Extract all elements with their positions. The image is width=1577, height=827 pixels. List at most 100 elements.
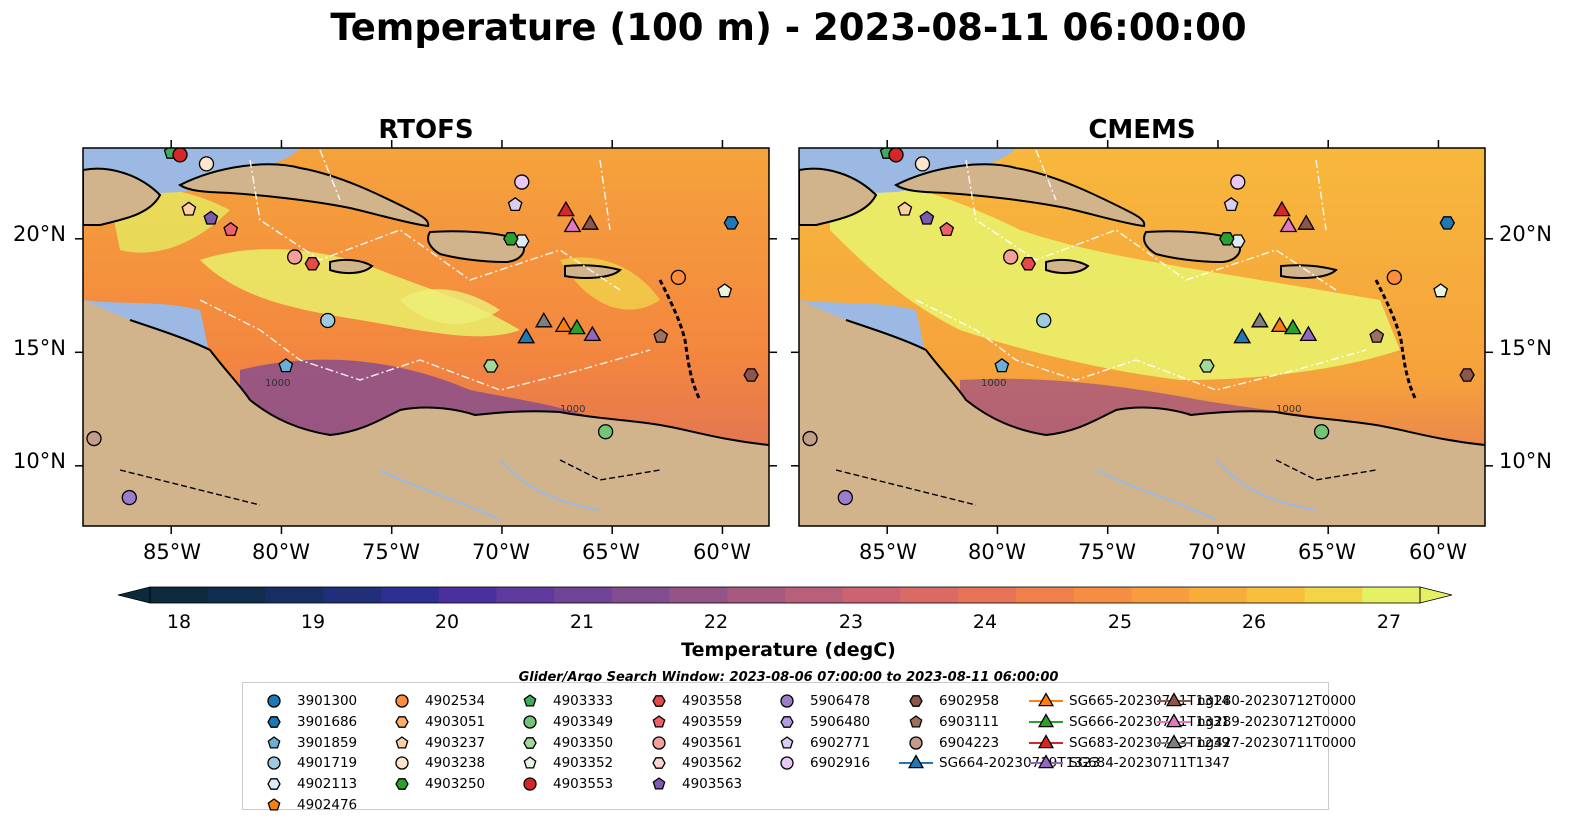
observation-marker xyxy=(320,312,336,329)
legend-marker-icon xyxy=(780,715,794,728)
observation-marker xyxy=(517,327,536,344)
rtofs-frame xyxy=(82,147,770,527)
legend-marker-icon xyxy=(1157,733,1191,748)
legend-marker-icon xyxy=(1157,692,1191,707)
legend-label: 4903349 xyxy=(553,713,614,730)
observation-marker xyxy=(743,368,759,382)
country-borders xyxy=(119,459,661,506)
eez-boundaries xyxy=(199,149,651,391)
observation-marker xyxy=(1230,174,1246,190)
colorbar-segment xyxy=(611,587,671,603)
observation-marker xyxy=(717,283,733,298)
observation-marker xyxy=(181,201,197,216)
observation-marker xyxy=(503,232,519,246)
lesser-antilles-chain xyxy=(658,279,702,401)
land-cuba xyxy=(894,163,1146,228)
colorbar-label: Temperature (degC) xyxy=(681,639,896,661)
observation-marker xyxy=(1233,327,1252,344)
observation-marker xyxy=(897,201,913,216)
colorbar-tick-label: 27 xyxy=(1376,611,1402,633)
observation-marker xyxy=(1020,257,1037,271)
colorbar-segment xyxy=(1362,587,1421,603)
observation-marker xyxy=(723,216,740,230)
legend-marker-icon xyxy=(909,695,923,707)
colorbar-segment xyxy=(669,587,728,603)
observation-marker xyxy=(514,174,530,190)
land-yucatan xyxy=(799,167,878,226)
legend-label: 4902476 xyxy=(297,797,358,813)
colorbar-segment xyxy=(1304,587,1363,603)
legend-label: SG665-20230711T1314 xyxy=(1069,693,1230,709)
observation-marker xyxy=(837,489,853,506)
lon-tick-label: 80°W xyxy=(968,540,1026,564)
colorbar-segment xyxy=(1189,587,1248,603)
legend-label: 4903237 xyxy=(425,734,486,751)
axis-tickmarks xyxy=(75,140,1493,534)
warm-water-patch xyxy=(400,289,500,324)
legend-label: 4903051 xyxy=(425,713,486,730)
contour-label: 1000 xyxy=(560,404,585,415)
legend-label: 6904223 xyxy=(939,734,1000,751)
legend-marker-icon xyxy=(523,694,537,707)
observation-marker xyxy=(994,358,1010,373)
colorbar-max-extension xyxy=(1419,586,1453,604)
legend-label: SG666-20230711T1331 xyxy=(1069,713,1230,730)
legend-marker-icon xyxy=(780,694,794,708)
legend-marker-icon xyxy=(267,715,281,728)
lon-tick-label: 65°W xyxy=(1298,540,1356,564)
observation-marker xyxy=(653,328,669,343)
figure-title: Temperature (100 m) - 2023-08-11 06:00:0… xyxy=(330,6,1247,49)
legend-label: 4903561 xyxy=(682,734,743,751)
colorbar-segment xyxy=(496,587,555,603)
observation-marker xyxy=(1283,318,1302,335)
legend-marker-icon xyxy=(1029,754,1063,769)
colorbar-tick-label: 21 xyxy=(569,611,595,633)
cmems-map: 1000 1000 xyxy=(799,148,1485,526)
eez-boundaries xyxy=(915,149,1367,391)
observation-marker xyxy=(556,200,575,217)
colorbar-tick-label: 25 xyxy=(1107,611,1133,633)
observation-marker xyxy=(514,234,530,248)
observation-marker xyxy=(278,358,294,373)
legend-label: 4903559 xyxy=(682,713,743,730)
colorbar-tick-label: 20 xyxy=(434,611,460,633)
legend-marker-icon xyxy=(523,736,537,749)
observation-markers xyxy=(86,148,759,506)
colorbar-segment xyxy=(265,587,324,603)
colorbar-segment xyxy=(554,587,613,603)
lat-tick-label: 10°N xyxy=(1499,449,1552,473)
observation-marker xyxy=(483,359,499,373)
search-window-caption: Glider/Argo Search Window: 2023-08-06 07… xyxy=(518,670,1059,685)
lon-tick-label: 75°W xyxy=(1078,540,1136,564)
lon-tick-label: 80°W xyxy=(252,540,310,564)
legend-label: 4903563 xyxy=(682,776,743,793)
land-yucatan xyxy=(83,167,162,226)
rivers xyxy=(1095,459,1317,521)
legend-marker-icon xyxy=(395,715,409,728)
colorbar-min-extension xyxy=(117,586,151,604)
legend-marker-icon xyxy=(523,756,537,769)
legend-label: SG664-20230719T1323 xyxy=(939,755,1100,772)
observation-marker xyxy=(581,214,600,230)
lon-tick-label: 85°W xyxy=(859,540,917,564)
observation-marker xyxy=(1250,311,1269,328)
observation-marker xyxy=(1459,368,1475,382)
cmems-frame xyxy=(798,147,1486,527)
observation-marker xyxy=(1223,196,1239,212)
legend-label: 3901859 xyxy=(297,734,358,751)
observation-markers xyxy=(802,148,1475,506)
legend-label: 4903558 xyxy=(682,693,743,709)
observation-marker xyxy=(86,430,102,447)
colorbar-tick-label: 19 xyxy=(300,611,326,633)
legend-label: 4903350 xyxy=(553,734,614,751)
legend-marker-icon xyxy=(652,757,666,770)
land-hispaniola xyxy=(427,230,525,264)
legend-marker-icon xyxy=(652,777,666,790)
observation-marker xyxy=(1036,312,1052,329)
observation-marker xyxy=(802,430,818,447)
legend-label: ng427-20230711T0000 xyxy=(1197,734,1357,751)
colorbar-segment xyxy=(900,587,959,603)
legend-marker-icon xyxy=(267,694,281,708)
land-cuba xyxy=(178,163,430,228)
lesser-antilles-chain xyxy=(1374,279,1418,401)
